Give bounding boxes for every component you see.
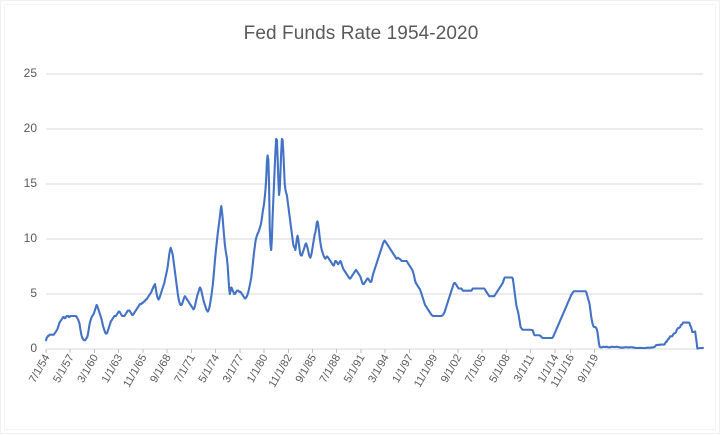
x-axis-tick-label: 11/1/99	[412, 353, 440, 390]
x-axis-tick-label: 3/1/94	[366, 353, 392, 385]
x-axis-tick-label: 7/1/88	[318, 353, 344, 385]
x-axis-tick-label: 5/1/57	[51, 353, 77, 385]
x-axis-tick-label: 3/1/11	[512, 353, 537, 385]
x-axis-tick-label: 5/1/91	[342, 353, 368, 385]
x-axis-tick-label: 7/1/71	[172, 353, 198, 385]
x-axis-tick-label: 9/1/19	[576, 353, 602, 385]
x-axis-tick-label: 7/1/05	[463, 353, 489, 385]
y-axis-tick-label: 0	[30, 341, 37, 355]
y-axis-tick-label: 15	[24, 176, 38, 190]
x-axis-tick-label: 7/1/54	[27, 353, 53, 385]
x-axis-tick-label: 9/1/02	[439, 353, 465, 385]
x-axis-tick-label: 9/1/68	[148, 353, 174, 385]
chart-title: Fed Funds Rate 1954-2020	[243, 23, 479, 44]
x-axis-tick-label: 11/1/65	[121, 353, 149, 390]
y-axis-tick-label: 10	[24, 231, 38, 245]
x-axis-tick-label: 5/1/08	[487, 353, 513, 385]
x-axis-tick-label: 5/1/74	[197, 353, 223, 385]
x-axis-tick-label: 1/1/80	[245, 353, 271, 385]
gridlines-group	[46, 73, 703, 350]
y-axis-tick-label: 25	[24, 66, 38, 80]
x-axis-tick-label: 3/1/77	[221, 353, 247, 385]
x-axis-tick-label: 9/1/85	[293, 353, 319, 385]
tickmarks-group	[45, 349, 596, 353]
series-line-fed-funds-rate	[44, 137, 705, 350]
x-axis-tick-label: 11/1/82	[267, 353, 295, 390]
y-axis-tick-label: 20	[24, 121, 38, 135]
x-axis-tick-label: 1/1/97	[390, 353, 416, 385]
y-axis-tick-label: 5	[30, 286, 37, 300]
x-axis-labels-group: 7/1/545/1/573/1/601/1/6311/1/659/1/687/1…	[27, 353, 601, 390]
x-axis-tick-label: 3/1/60	[75, 353, 101, 385]
x-axis-tick-label: 1/1/63	[100, 353, 126, 385]
y-axis-labels-group: 0 5 10 15 20 25	[24, 66, 38, 355]
